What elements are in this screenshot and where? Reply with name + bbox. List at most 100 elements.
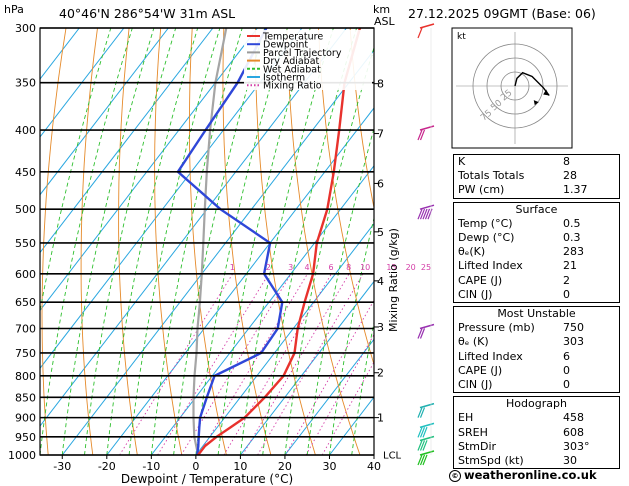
surface-rows: Temp (°C) 0.5 Dewp (°C) 0.3 θₑ(K) 283 Lifted I… (454, 217, 619, 302)
temperature-tick-label: 20 (278, 460, 292, 473)
most-unstable-value: 0 (563, 378, 570, 392)
surface-row: Temp (°C) 0.5 (454, 217, 619, 231)
km-tick-label: 4 (377, 275, 384, 288)
index-value: 8 (563, 155, 570, 168)
temperature-tick-label: 40 (367, 460, 381, 473)
isotherm-line (106, 107, 374, 455)
km-unit-label: km (373, 3, 390, 16)
legend-label: Wet Adiabat (263, 64, 321, 75)
pressure-tick-label: 300 (15, 22, 36, 35)
km-tick-label: 2 (377, 367, 384, 380)
most-unstable-row: θₑ (K) 303 (454, 335, 619, 349)
mixing-ratio-label: 20 (406, 263, 416, 272)
hodograph-label: EH (458, 411, 474, 425)
wet-adiabat-line (61, 28, 155, 455)
index-row: Totals Totals 28 (454, 169, 619, 183)
km-tick-label: 3 (377, 321, 384, 334)
dry-adiabat-line (154, 28, 183, 455)
pressure-tick-label: 700 (15, 323, 36, 336)
dry-adiabat-line (80, 28, 98, 455)
index-row: PW (cm) 1.37 (454, 183, 619, 197)
isotherm-line (150, 164, 374, 455)
wet-adiabat-line (173, 28, 266, 455)
temperature-line (197, 28, 362, 455)
most-unstable-label: Lifted Index (458, 349, 523, 363)
isotherm-line (40, 28, 258, 312)
pressure-tick-label: 900 (15, 412, 36, 425)
surface-row: Lifted Index 21 (454, 259, 619, 273)
mixing-ratio-label: 3 (288, 263, 293, 272)
location-label: 40°46'N 286°54'W 31m ASL (59, 6, 235, 21)
plot-frame (39, 27, 375, 456)
most-unstable-rows: Pressure (mb) 750 θₑ (K) 303 Lifted Index 6 CA… (454, 321, 619, 392)
pressure-tick-label: 800 (15, 370, 36, 383)
hodograph-label: SREH (458, 425, 488, 439)
temperature-tick-label: 30 (322, 460, 336, 473)
hodograph-box: Hodograph EH 458 SREH 608 StmDir 303° StmSpd (… (453, 396, 620, 470)
km-tick-label: 1 (377, 412, 384, 425)
surface-value: 2 (563, 273, 570, 287)
hodograph-row: EH 458 (454, 411, 619, 425)
legend-label: Temperature (262, 32, 323, 43)
mixing-ratio-label: 8 (346, 263, 351, 272)
wind-barb (417, 450, 435, 466)
temperature-tick-label: 10 (233, 460, 247, 473)
most-unstable-box: Most Unstable Pressure (mb) 750 θₑ (K) 303 L… (453, 306, 620, 394)
hodograph-frame (451, 27, 573, 149)
pressure-tick-label: 600 (15, 268, 36, 281)
surface-value: 0.5 (563, 216, 581, 230)
mixing-ratio-line (242, 273, 350, 455)
asl-unit-label: ASL (374, 15, 396, 28)
info-panel: K 8 Totals Totals 28 PW (cm) 1.37 Surface Tem… (453, 154, 620, 472)
hodograph-label: StmDir (458, 439, 497, 453)
indices-rows: K 8 Totals Totals 28 PW (cm) 1.37 (454, 155, 619, 198)
isotherm-line (40, 28, 214, 254)
surface-value: 21 (563, 259, 577, 273)
wet-adiabat-line (106, 28, 199, 455)
mixing-ratio-label: 25 (421, 263, 431, 272)
pressure-tick-label: 500 (15, 203, 36, 216)
most-unstable-value: 750 (563, 321, 584, 335)
surface-row: CIN (J) 0 (454, 288, 619, 302)
wet-adiabat-line (284, 46, 374, 455)
wind-barb (417, 435, 435, 451)
pressure-tick-label: 1000 (8, 449, 36, 462)
mixing-ratio-label: 15 (386, 263, 396, 272)
mixing-ratio-label: 2 (266, 263, 271, 272)
wet-adiabat-line (128, 28, 221, 455)
surface-value: 0.3 (563, 231, 581, 245)
pressure-unit-label: hPa (4, 3, 24, 16)
hodograph-trace (514, 71, 550, 96)
most-unstable-row: Pressure (mb) 750 (454, 321, 619, 335)
isotherm-line (195, 222, 374, 455)
pressure-tick-label: 950 (15, 431, 36, 444)
surface-label: θₑ(K) (458, 245, 486, 259)
most-unstable-label: Pressure (mb) (458, 321, 535, 335)
legend-label: Dry Adiabat (263, 56, 320, 67)
wet-adiabat-line (150, 28, 243, 455)
km-tick-label: 7 (377, 128, 384, 141)
mixing-ratio-line (285, 299, 374, 455)
legend-label: Parcel Trajectory (263, 48, 342, 59)
most-unstable-value: 0 (563, 363, 570, 377)
pressure-tick-label: 850 (15, 391, 36, 404)
mixing-ratio-line (305, 333, 374, 455)
mixing-ratio-label: 4 (304, 263, 309, 272)
mixing-ratio-label: 6 (328, 263, 333, 272)
hodograph-title: Hodograph (506, 397, 567, 411)
most-unstable-row: CIN (J) 0 (454, 378, 619, 392)
wet-adiabat-line (84, 28, 177, 455)
index-label: K (458, 155, 466, 168)
surface-box: Surface Temp (°C) 0.5 Dewp (°C) 0.3 θₑ(K) 283… (453, 201, 620, 304)
km-tick-label: 8 (377, 78, 384, 91)
hodograph-unit-label: kt (457, 32, 466, 42)
most-unstable-label: CAPE (J) (458, 363, 503, 377)
km-tick-label: 6 (377, 177, 384, 190)
mixing-ratio-label: 1 (230, 263, 235, 272)
index-label: PW (cm) (458, 183, 505, 197)
legend-label: Dewpoint (263, 40, 308, 51)
copyright[interactable]: © weatheronline.co.uk (449, 468, 597, 482)
pressure-tick-label: 550 (15, 237, 36, 250)
hodograph-arrow-icon (543, 89, 550, 96)
